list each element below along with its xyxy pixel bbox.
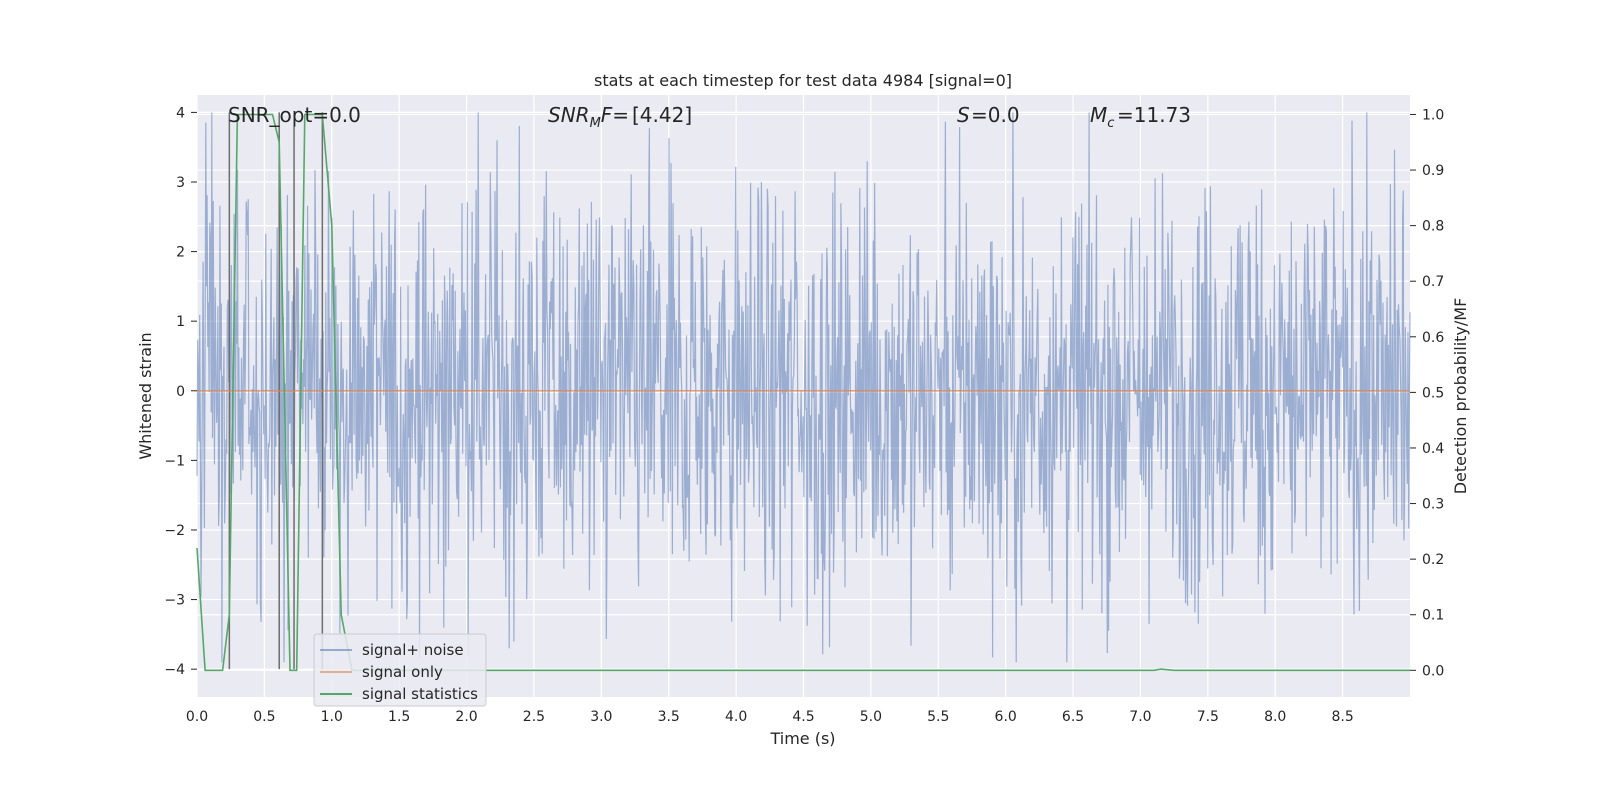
y-left-tick-label: −2: [164, 523, 185, 539]
x-axis-label: Time (s): [769, 729, 835, 748]
x-tick-label: 4.0: [725, 709, 747, 725]
y-axis-left-label: Whitened strain: [136, 332, 155, 459]
x-tick-label: 6.0: [995, 709, 1017, 725]
x-tick-label: 7.0: [1129, 709, 1151, 725]
y-right-tick-label: 0.9: [1422, 163, 1444, 179]
annotation-s-label: S: [957, 103, 970, 127]
y-right-tick-label: 0.8: [1422, 219, 1444, 235]
y-left-tick-label: −3: [164, 593, 185, 609]
legend: signal+ noise signal only signal statist…: [313, 633, 487, 707]
x-tick-label: 3.0: [590, 709, 612, 725]
y-left-tick-label: −4: [164, 662, 185, 678]
y-axis-right-label: Detection probability/MF: [1451, 298, 1470, 495]
chart-title: stats at each timestep for test data 498…: [594, 71, 1012, 90]
y-right-tick-label: 0.3: [1422, 497, 1444, 513]
legend-box: [313, 633, 487, 707]
x-axis-ticks: 0.0 0.5 1.0 1.5 2.0 2.5 3.0 3.5 4.0 4.5 5.0 5.5 6.0 6…: [186, 709, 1354, 725]
x-tick-label: 1.0: [321, 709, 343, 725]
y-left-tick-label: −1: [164, 453, 185, 469]
y-left-tick-label: 1: [176, 314, 185, 330]
x-tick-label: 1.5: [388, 709, 410, 725]
annotation-snr-mf-label: SNRMF=: [548, 103, 629, 131]
x-tick-label: 8.0: [1264, 709, 1286, 725]
y-right-tick-label: 0.5: [1422, 385, 1444, 401]
x-tick-label: 5.5: [927, 709, 949, 725]
x-tick-label: 3.5: [658, 709, 680, 725]
y-right-tick-label: 1.0: [1422, 107, 1444, 123]
signal-noise-line: [196, 112, 1411, 663]
y-left-tick-label: 2: [176, 245, 185, 261]
signal-noise-series: [196, 112, 1411, 663]
legend-label-signal-noise: signal+ noise: [362, 641, 464, 659]
x-tick-label: 0.5: [253, 709, 275, 725]
y-right-tick-label: 0.0: [1422, 663, 1444, 679]
legend-label-signal-statistics: signal statistics: [362, 685, 478, 703]
y-axis-right-ticks: 0.0 0.1 0.2 0.3 0.4 0.5 0.6 0.7 0.8 0.9 1.0: [1410, 107, 1444, 679]
x-tick-label: 7.5: [1197, 709, 1219, 725]
x-tick-label: 6.5: [1062, 709, 1084, 725]
x-tick-label: 8.5: [1331, 709, 1353, 725]
y-axis-left-ticks: −4 −3 −2 −1 0 1 2 3 4: [164, 105, 197, 678]
x-tick-label: 4.5: [792, 709, 814, 725]
x-tick-label: 0.0: [186, 709, 208, 725]
annotation-s-value: =0.0: [971, 103, 1020, 127]
x-tick-label: 2.0: [455, 709, 477, 725]
y-left-tick-label: 3: [176, 175, 185, 191]
annotation-snr-mf-value: [4.42]: [632, 103, 692, 127]
annotation-mc-label: Mc: [1090, 103, 1114, 131]
signal-statistics-line: [196, 113, 1410, 672]
signal-statistics-series: [196, 113, 1410, 672]
annotations: SNR_opt=0.0 SNRMF= [4.42] S =0.0 Mc =11.…: [228, 103, 1191, 131]
legend-label-signal-only: signal only: [362, 663, 443, 681]
y-right-tick-label: 0.6: [1422, 330, 1444, 346]
annotation-mc-value: =11.73: [1117, 103, 1191, 127]
y-right-tick-label: 0.7: [1422, 274, 1444, 290]
x-tick-label: 2.5: [523, 709, 545, 725]
y-left-tick-label: 0: [176, 384, 185, 400]
y-right-tick-label: 0.4: [1422, 441, 1444, 457]
y-right-tick-label: 0.2: [1422, 552, 1444, 568]
x-tick-label: 5.0: [860, 709, 882, 725]
annotation-snr-opt: SNR_opt=0.0: [228, 103, 361, 127]
y-right-tick-label: 0.1: [1422, 608, 1444, 624]
y-left-tick-label: 4: [176, 105, 185, 121]
